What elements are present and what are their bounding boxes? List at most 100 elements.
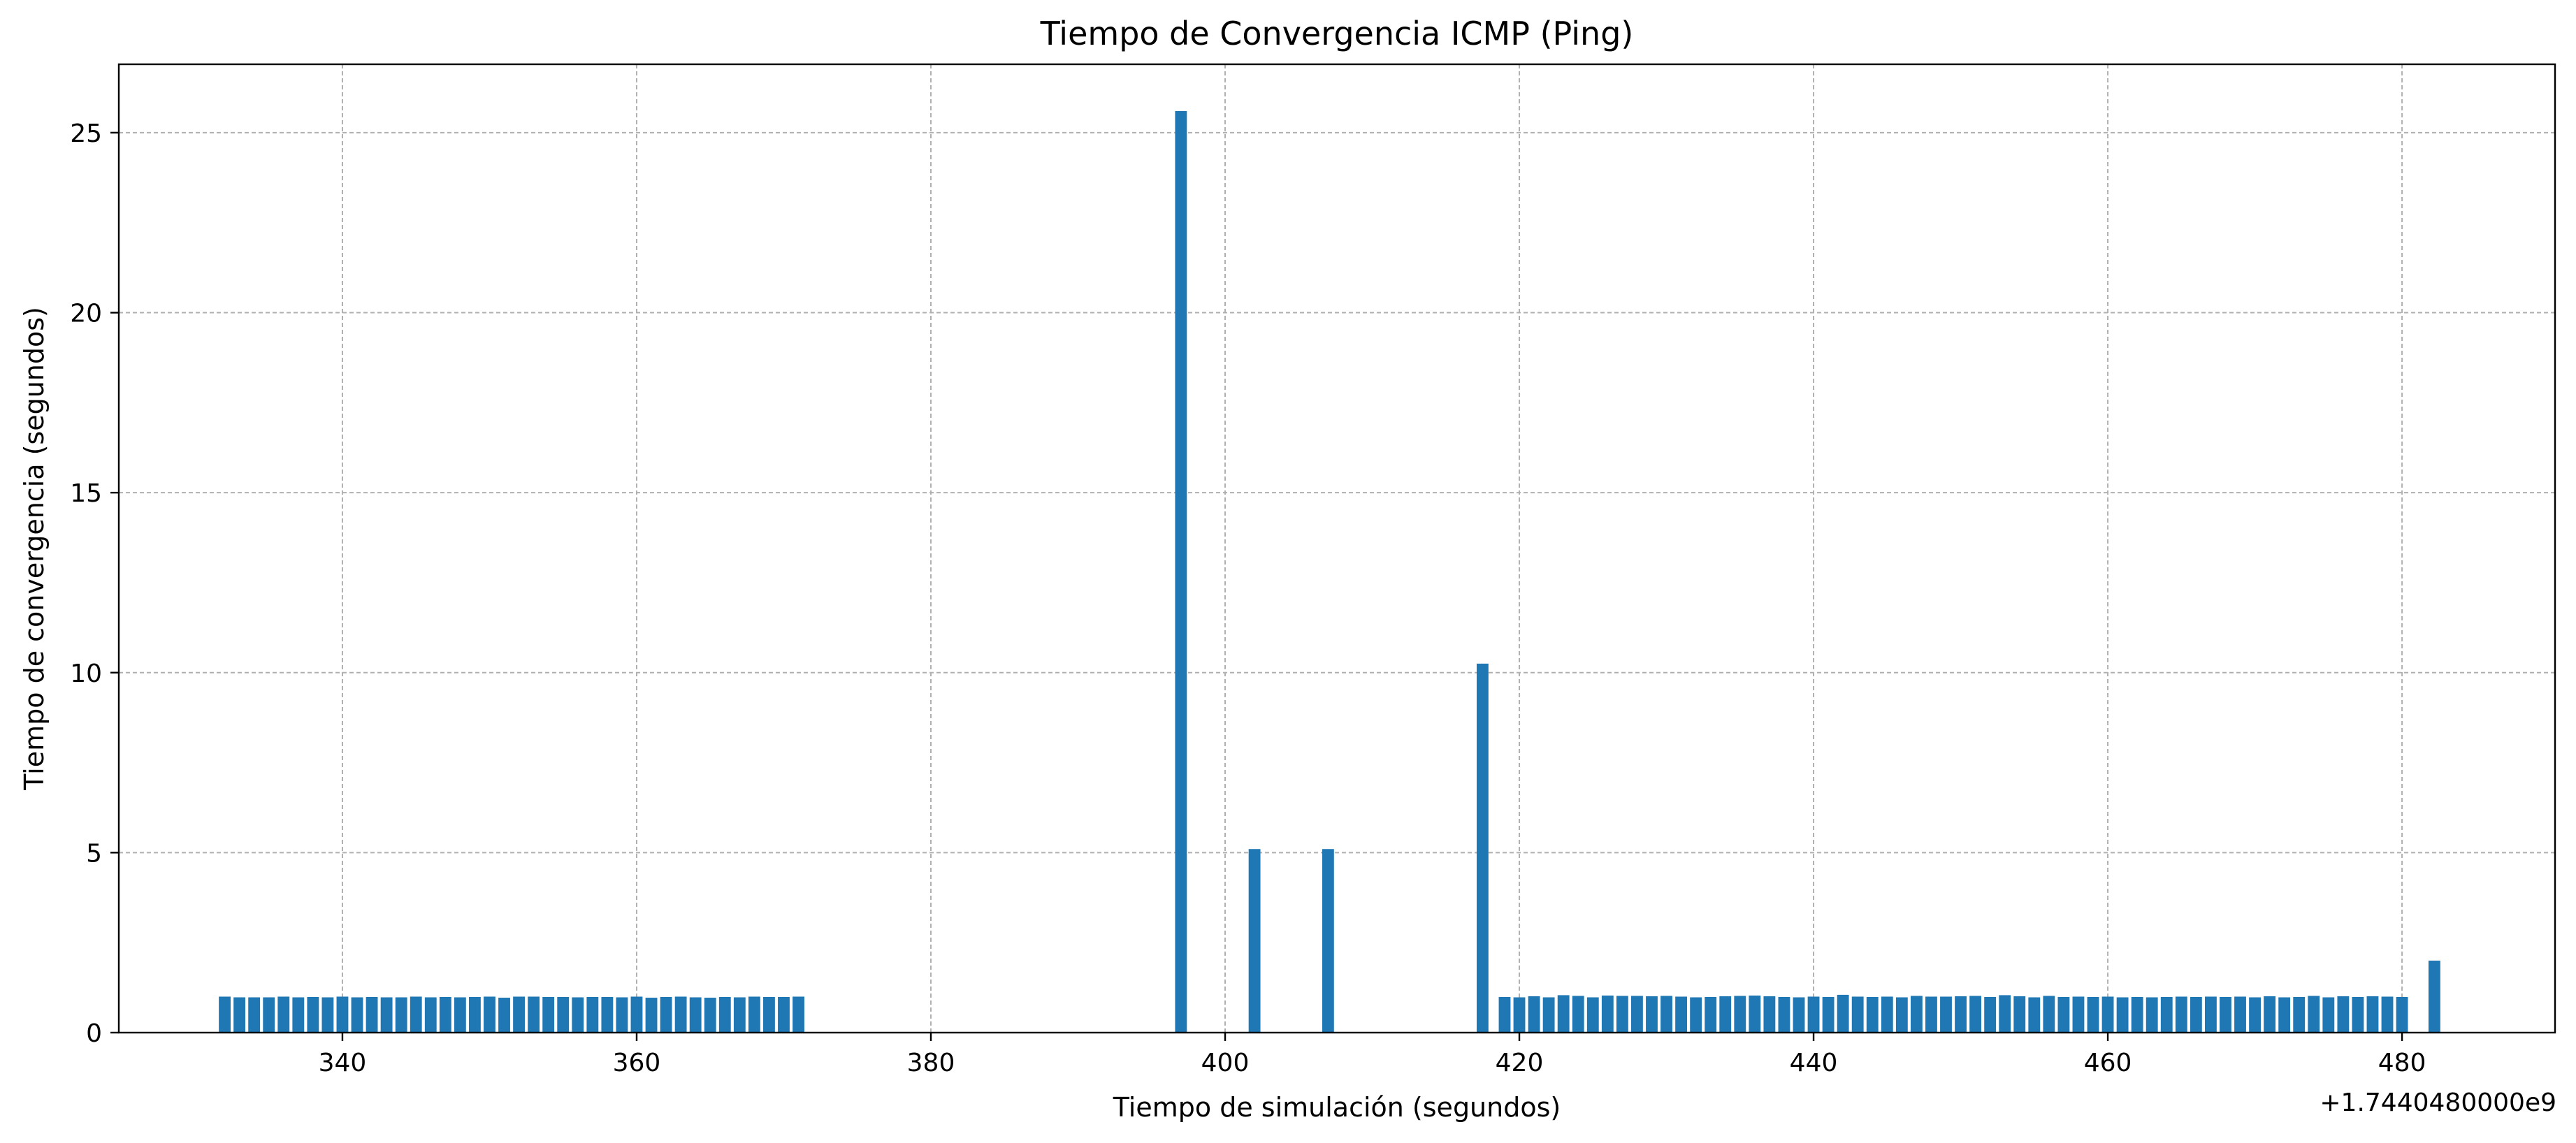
bar xyxy=(351,997,363,1033)
axis-ticks: 340 360 380 400 420 440 460 480 0 5 10 15 20 25 xyxy=(70,119,2426,1077)
x-tick-label: 440 xyxy=(1790,1049,1838,1077)
bar xyxy=(277,996,290,1033)
bar xyxy=(1969,996,1982,1033)
bar xyxy=(1557,995,1570,1033)
bar xyxy=(1175,110,1187,1033)
bar xyxy=(2366,996,2379,1033)
bar xyxy=(321,997,334,1033)
x-tick-label: 380 xyxy=(907,1049,955,1077)
bar xyxy=(572,997,584,1033)
bar xyxy=(1572,996,1584,1033)
bar xyxy=(469,996,481,1033)
bar xyxy=(630,996,643,1033)
grid xyxy=(119,64,2555,1033)
y-tick-label: 10 xyxy=(70,660,102,688)
bar xyxy=(484,996,495,1033)
bar xyxy=(439,996,451,1033)
bar xyxy=(380,997,393,1033)
bar xyxy=(2428,960,2440,1033)
bar xyxy=(1793,997,1805,1033)
bar xyxy=(2190,996,2202,1033)
bar xyxy=(366,996,378,1033)
bar xyxy=(645,998,658,1033)
bar xyxy=(1719,996,1732,1033)
bar xyxy=(1749,995,1761,1033)
bar xyxy=(2293,996,2306,1033)
bar xyxy=(542,996,555,1033)
bar xyxy=(748,996,760,1033)
bar xyxy=(263,997,275,1033)
bar xyxy=(1248,849,1261,1033)
y-axis-label: Tiempo de convergencia (segundos) xyxy=(19,307,50,791)
bar xyxy=(1940,996,1952,1033)
bar xyxy=(1528,996,1540,1033)
bar xyxy=(1631,996,1643,1033)
bar xyxy=(2204,996,2217,1033)
x-axis-offset-label: +1.7440480000e9 xyxy=(2320,1089,2556,1117)
bar xyxy=(1476,663,1489,1033)
bar xyxy=(395,997,407,1033)
bar xyxy=(733,997,746,1033)
x-tick-label: 420 xyxy=(1496,1049,1544,1077)
bar xyxy=(248,997,261,1033)
bar xyxy=(1601,995,1614,1033)
bar xyxy=(2072,996,2085,1033)
x-tick-label: 340 xyxy=(319,1049,367,1077)
bar xyxy=(2278,997,2291,1033)
bar xyxy=(2116,997,2129,1033)
bar xyxy=(424,997,437,1033)
y-tick-label: 5 xyxy=(86,839,102,868)
bar xyxy=(233,997,246,1033)
bar xyxy=(1542,997,1555,1033)
bar xyxy=(219,996,231,1033)
bar xyxy=(1763,996,1776,1033)
bar xyxy=(601,996,614,1033)
bar xyxy=(616,997,628,1033)
y-tick-label: 0 xyxy=(86,1019,102,1048)
bar xyxy=(1322,849,1334,1033)
bar xyxy=(2175,996,2187,1033)
plot-frame xyxy=(117,63,2556,1034)
bar xyxy=(2220,996,2231,1033)
bar xyxy=(1513,997,1526,1033)
bar xyxy=(2337,996,2350,1033)
bar xyxy=(1807,996,1820,1033)
bar xyxy=(2160,996,2173,1033)
bar xyxy=(1690,997,1702,1033)
bar xyxy=(763,996,775,1033)
bar xyxy=(1646,996,1658,1033)
bar xyxy=(2234,996,2246,1033)
bar xyxy=(1925,996,1937,1033)
x-tick-label: 360 xyxy=(613,1049,661,1077)
bar xyxy=(1778,996,1790,1033)
bar xyxy=(704,998,716,1033)
bar xyxy=(1498,996,1511,1033)
chart-title: Tiempo de Convergencia ICMP (Ping) xyxy=(1040,15,1634,52)
bar xyxy=(1705,996,1717,1033)
bars xyxy=(219,110,2440,1033)
bar xyxy=(689,997,702,1033)
bar xyxy=(1616,996,1628,1033)
bar xyxy=(513,996,525,1033)
y-tick-label: 15 xyxy=(70,479,102,508)
bar xyxy=(1955,996,1967,1033)
bar xyxy=(586,996,599,1033)
bar xyxy=(2308,996,2320,1033)
bar xyxy=(292,997,305,1033)
bar xyxy=(1881,996,1893,1033)
bar xyxy=(778,996,790,1033)
y-tick-label: 20 xyxy=(70,300,102,328)
bar xyxy=(1999,995,2011,1033)
x-tick-label: 480 xyxy=(2378,1049,2426,1077)
bar xyxy=(793,996,804,1033)
bar xyxy=(2381,996,2394,1033)
x-tick-label: 460 xyxy=(2084,1049,2132,1077)
bar xyxy=(1734,996,1746,1033)
bar xyxy=(1822,996,1835,1033)
bar xyxy=(2322,997,2335,1033)
bar xyxy=(528,996,540,1033)
x-axis-label: Tiempo de simulación (segundos) xyxy=(1113,1092,1561,1123)
y-tick-label: 25 xyxy=(70,119,102,148)
bar xyxy=(1660,996,1672,1033)
x-tick-label: 400 xyxy=(1201,1049,1250,1077)
